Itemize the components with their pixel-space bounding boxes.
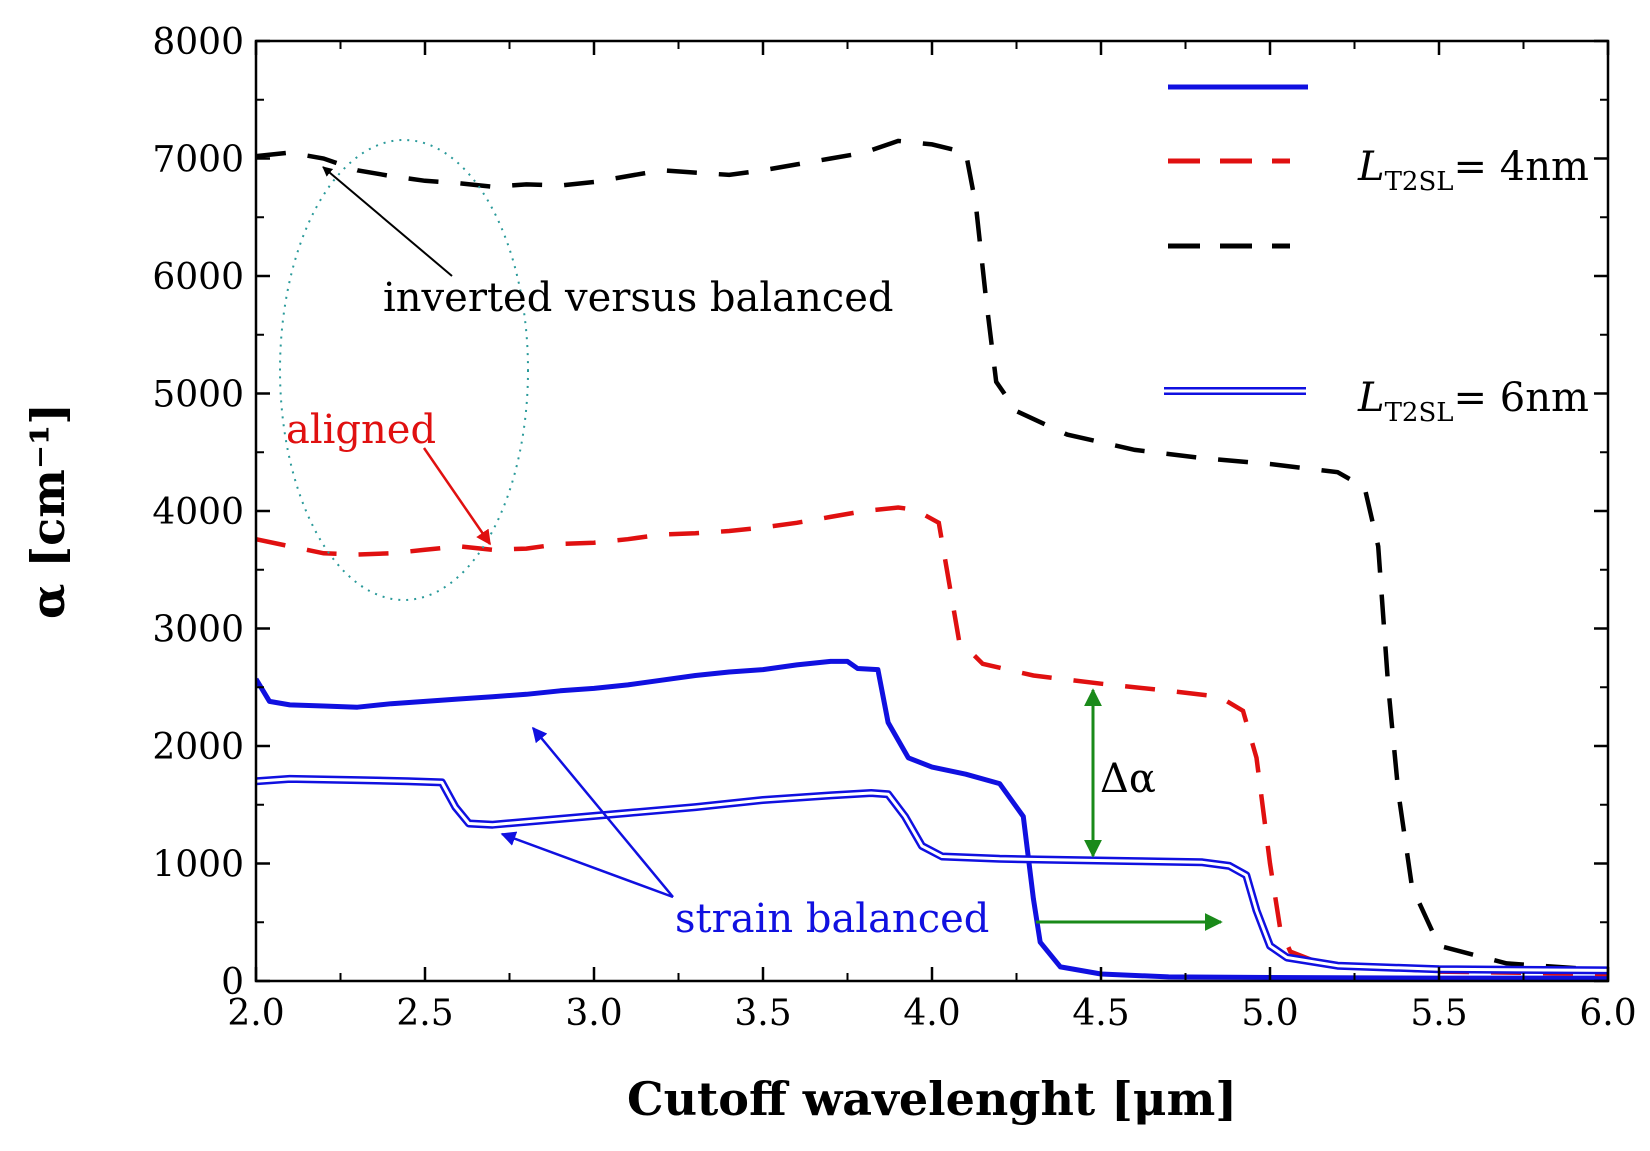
x-tick-label: 5.5 [1410,993,1467,1034]
y-tick-label: 7000 [152,140,244,181]
y-tick-label: 4000 [152,492,244,533]
y-tick-label: 2000 [152,727,244,768]
y-tick-label: 5000 [152,375,244,416]
series-line-0 [256,658,1608,981]
y-tick-label: 8000 [152,22,244,63]
annotation-inverted: inverted versus balanced [383,275,893,321]
y-tick-label: 6000 [152,257,244,298]
annotation-layer [279,139,1223,931]
annotation-delta-alpha: Δα [1100,756,1156,802]
y-tick-label: 1000 [152,845,244,886]
x-tick-label: 5.0 [1241,993,1298,1034]
arrow-strain-1 [532,726,674,898]
ticks-layer: 2.0 2.5 3.0 3.5 4.0 4.5 5.0 5.5 6.0 0 1000 2000 3000… [152,22,1636,1034]
legend-label-4nm: LT2SL= 4nm [1357,144,1589,197]
x-tick-label: 3.5 [734,993,791,1034]
x-tick-label: 3.0 [565,993,622,1034]
series-line-3-inner [256,777,1608,972]
legend-label-6nm: LT2SL= 6nm [1357,375,1589,428]
y-tick-label: 0 [221,962,244,1003]
dotted-ellipse [279,139,529,601]
x-tick-label: 2.0 [227,993,284,1034]
x-tick-label: 4.0 [903,993,960,1034]
series-line-2 [256,138,1608,973]
x-axis-title: Cutoff wavelenght [μm] [627,1072,1237,1126]
x-tick-label: 6.0 [1579,993,1636,1034]
x-tick-label: 2.5 [396,993,453,1034]
y-tick-label: 3000 [152,610,244,651]
series-layer [256,138,1608,981]
annotation-strain-balanced: strain balanced [675,896,989,942]
series-line-1 [256,505,1608,977]
arrow-strain-2 [500,831,674,899]
legend: LT2SL= 4nm LT2SL= 6nm [1164,84,1589,428]
arrow-aligned [422,447,492,546]
y-axis-title: α [cm⁻¹] [21,403,75,619]
annotation-aligned: aligned [286,407,436,453]
arrow-inverted [322,166,453,277]
x-tick-label: 4.5 [1072,993,1129,1034]
